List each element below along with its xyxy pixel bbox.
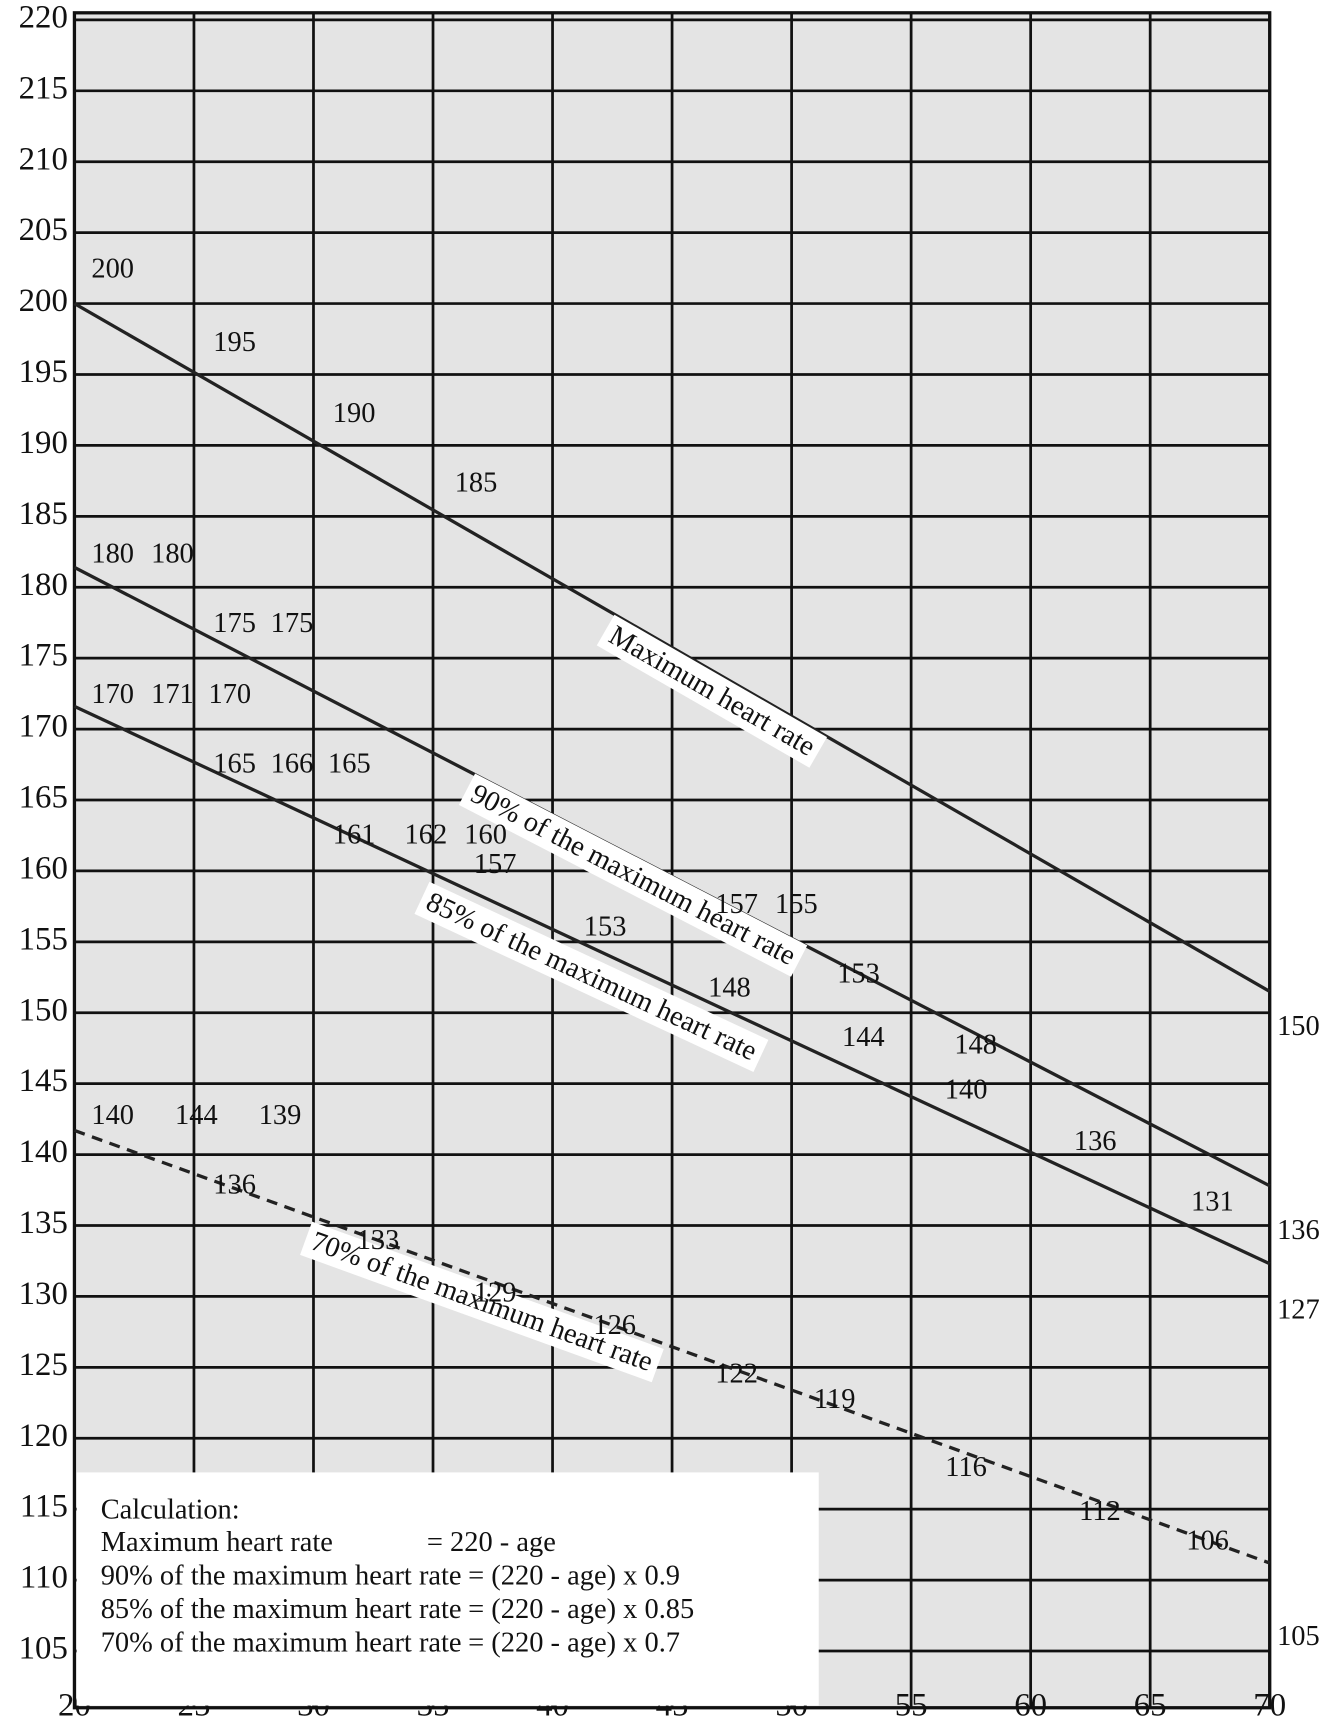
formula-label: 90% of the maximum heart rate [101, 1561, 462, 1592]
series-line [73, 302, 1271, 993]
value-label: 195 [213, 327, 256, 358]
value-label: 160 [464, 819, 507, 850]
value-label: 133 [357, 1225, 400, 1256]
formula-label: 85% of the maximum heart rate [101, 1594, 462, 1625]
value-label: 166 [271, 748, 314, 779]
series-line [73, 704, 1271, 1266]
y-tick-label: 165 [19, 780, 68, 816]
series-line [73, 1128, 1271, 1565]
value-label: 144 [175, 1100, 218, 1131]
x-tick-label: 70 [1253, 1687, 1286, 1720]
value-label: 144 [842, 1022, 885, 1053]
value-label: 180 [91, 539, 134, 570]
value-label: 161 [333, 819, 376, 850]
value-label: 153 [837, 958, 880, 989]
calculation-row: Maximum heart rate = 220 - age [101, 1527, 556, 1558]
value-label: 127 [1277, 1295, 1320, 1326]
y-tick-label: 105 [19, 1631, 68, 1667]
value-label: 171 [151, 679, 194, 710]
value-label: 175 [213, 608, 256, 639]
value-label: 140 [945, 1075, 988, 1106]
value-label: 136 [213, 1170, 256, 1201]
formula-label: Maximum heart rate [101, 1527, 333, 1558]
y-tick-label: 210 [19, 141, 68, 177]
value-label: 153 [584, 912, 627, 943]
value-label: 148 [708, 973, 751, 1004]
value-label: 170 [208, 679, 251, 710]
value-label: 129 [474, 1278, 517, 1309]
value-label: 175 [271, 608, 314, 639]
calculation-title: Calculation: [101, 1494, 240, 1525]
y-tick-label: 130 [19, 1276, 68, 1312]
y-tick-label: 185 [19, 496, 68, 532]
y-tick-label: 145 [19, 1063, 68, 1099]
x-tick-label: 60 [1014, 1687, 1047, 1720]
calculation-row: 70% of the maximum heart rate = (220 - ag… [101, 1627, 680, 1658]
formula: = (220 - age) x 0.7 [468, 1627, 680, 1658]
y-tick-label: 180 [19, 567, 68, 603]
x-tick-label: 65 [1134, 1687, 1167, 1720]
value-label: 165 [213, 748, 256, 779]
value-label: 119 [814, 1384, 856, 1415]
value-label: 180 [151, 539, 194, 570]
value-label: 140 [91, 1100, 134, 1131]
label-box [596, 614, 828, 768]
value-label: 136 [1074, 1126, 1117, 1157]
y-tick-label: 205 [19, 212, 68, 248]
y-tick-label: 150 [19, 992, 68, 1028]
value-label: 157 [474, 849, 517, 880]
formula-label: 70% of the maximum heart rate [101, 1627, 462, 1658]
y-tick-label: 215 [19, 70, 68, 106]
calculation-row: 90% of the maximum heart rate = (220 - ag… [101, 1561, 680, 1592]
y-tick-label: 190 [19, 425, 68, 461]
y-tick-label: 220 [19, 0, 68, 35]
value-label: 185 [455, 468, 498, 499]
value-label: 116 [945, 1452, 987, 1483]
label-box [458, 773, 808, 977]
x-tick-label: 55 [895, 1687, 928, 1720]
y-tick-label: 170 [19, 709, 68, 745]
formula: = 220 - age [427, 1527, 556, 1558]
value-label: 200 [91, 253, 134, 284]
y-tick-label: 155 [19, 921, 68, 957]
y-tick-label: 195 [19, 354, 68, 390]
calculation-box [76, 1472, 819, 1706]
value-label: 148 [954, 1029, 997, 1060]
value-label: 139 [259, 1100, 302, 1131]
value-label: 136 [1277, 1215, 1320, 1246]
y-tick-label: 135 [19, 1205, 68, 1241]
y-tick-label: 110 [20, 1560, 68, 1596]
y-tick-label: 200 [19, 283, 68, 319]
value-label: 126 [593, 1310, 636, 1341]
value-label: 150 [1277, 1011, 1320, 1042]
calculation-row: 85% of the maximum heart rate = (220 - ag… [101, 1594, 695, 1625]
formula: = (220 - age) x 0.85 [468, 1594, 694, 1625]
y-tick-label: 115 [20, 1489, 68, 1525]
value-label: 131 [1191, 1187, 1234, 1218]
y-tick-label: 125 [19, 1347, 68, 1383]
value-label: 162 [405, 819, 448, 850]
y-tick-label: 175 [19, 638, 68, 674]
value-label: 170 [91, 679, 134, 710]
formula: = (220 - age) x 0.9 [468, 1561, 680, 1592]
y-tick-label: 160 [19, 850, 68, 886]
label-box [414, 881, 769, 1072]
value-label: 157 [715, 889, 758, 920]
label-box [300, 1221, 664, 1383]
y-tick-label: 140 [19, 1134, 68, 1170]
value-label: 155 [775, 889, 818, 920]
value-label: 165 [328, 748, 371, 779]
value-label: 106 [1186, 1526, 1229, 1557]
value-label: 190 [333, 398, 376, 429]
y-tick-label: 120 [19, 1418, 68, 1454]
value-label: 105 [1277, 1621, 1320, 1652]
value-label: 112 [1079, 1496, 1121, 1527]
value-label: 122 [715, 1358, 758, 1389]
